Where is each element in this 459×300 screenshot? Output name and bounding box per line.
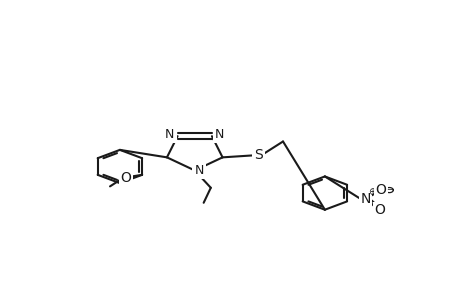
Text: ⊕: ⊕ <box>367 188 375 197</box>
Text: O: O <box>373 203 384 217</box>
Text: N: N <box>215 128 224 141</box>
Text: N: N <box>165 128 174 141</box>
Text: N: N <box>360 192 370 206</box>
Text: O: O <box>375 183 386 197</box>
Text: N: N <box>194 164 203 177</box>
Text: O: O <box>120 171 131 184</box>
Text: S: S <box>253 148 262 162</box>
Text: −: − <box>385 186 392 195</box>
